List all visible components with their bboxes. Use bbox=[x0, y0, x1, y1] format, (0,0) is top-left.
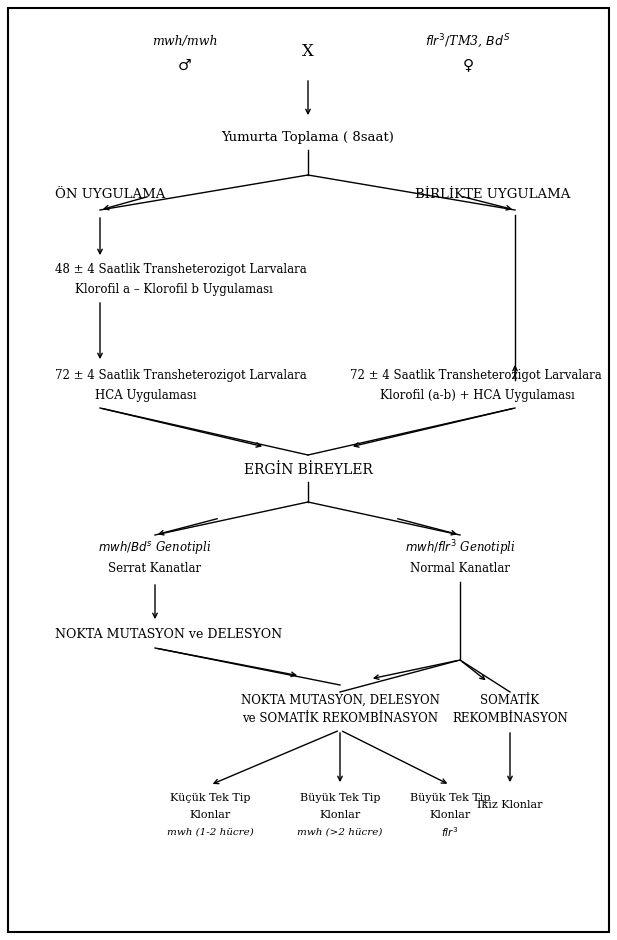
Text: 72 ± 4 Saatlik Transheterozigot Larvalara: 72 ± 4 Saatlik Transheterozigot Larvalar… bbox=[55, 368, 307, 382]
Text: SOMATİK: SOMATİK bbox=[481, 694, 539, 707]
Text: Yumurta Toplama ( 8saat): Yumurta Toplama ( 8saat) bbox=[222, 132, 394, 145]
Text: $flr^3$: $flr^3$ bbox=[441, 825, 459, 838]
Text: $mwh/Bd^s$ Genotipli: $mwh/Bd^s$ Genotipli bbox=[98, 540, 212, 556]
Text: İkiz Klonlar: İkiz Klonlar bbox=[478, 800, 543, 810]
Text: Klorofil a – Klorofil b Uygulaması: Klorofil a – Klorofil b Uygulaması bbox=[75, 284, 273, 296]
Text: Büyük Tek Tip: Büyük Tek Tip bbox=[300, 793, 380, 803]
Text: Klonlar: Klonlar bbox=[189, 810, 231, 820]
Text: Büyük Tek Tip: Büyük Tek Tip bbox=[410, 793, 491, 803]
Text: mwh (1-2 hücre): mwh (1-2 hücre) bbox=[167, 827, 254, 837]
Text: ve SOMATİK REKOMBİNASYON: ve SOMATİK REKOMBİNASYON bbox=[242, 712, 438, 725]
Text: ÖN UYGULAMA: ÖN UYGULAMA bbox=[55, 189, 165, 201]
Text: Serrat Kanatlar: Serrat Kanatlar bbox=[109, 561, 202, 574]
Text: 72 ± 4 Saatlik Transheterozigot Larvalara: 72 ± 4 Saatlik Transheterozigot Larvalar… bbox=[350, 368, 602, 382]
Text: mwh/mwh: mwh/mwh bbox=[152, 36, 218, 49]
Text: Klonlar: Klonlar bbox=[429, 810, 471, 820]
Text: ♀: ♀ bbox=[462, 57, 474, 72]
Text: Klonlar: Klonlar bbox=[320, 810, 360, 820]
Text: $flr^3$$/$TM3, $Bd^S$: $flr^3$$/$TM3, $Bd^S$ bbox=[425, 33, 511, 51]
Text: NOKTA MUTASYON ve DELESYON: NOKTA MUTASYON ve DELESYON bbox=[55, 629, 282, 641]
Text: mwh (>2 hücre): mwh (>2 hücre) bbox=[297, 827, 383, 837]
Text: REKOMBİNASYON: REKOMBİNASYON bbox=[452, 712, 568, 725]
Text: X: X bbox=[302, 43, 314, 60]
Text: NOKTA MUTASYON, DELESYON: NOKTA MUTASYON, DELESYON bbox=[241, 694, 439, 707]
Text: ♂: ♂ bbox=[178, 57, 192, 72]
Text: Klorofil (a-b) + HCA Uygulaması: Klorofil (a-b) + HCA Uygulaması bbox=[380, 388, 575, 401]
Text: $mwh/flr^3$ Genotipli: $mwh/flr^3$ Genotipli bbox=[405, 539, 515, 557]
Text: ERGİN BİREYLER: ERGİN BİREYLER bbox=[244, 463, 373, 477]
Text: Küçük Tek Tip: Küçük Tek Tip bbox=[170, 793, 251, 803]
Text: Normal Kanatlar: Normal Kanatlar bbox=[410, 561, 510, 574]
Text: 48 ± 4 Saatlik Transheterozigot Larvalara: 48 ± 4 Saatlik Transheterozigot Larvalar… bbox=[55, 263, 307, 276]
Text: BİRLİKTE UYGULAMA: BİRLİKTE UYGULAMA bbox=[415, 189, 570, 201]
Text: HCA Uygulaması: HCA Uygulaması bbox=[95, 388, 196, 401]
